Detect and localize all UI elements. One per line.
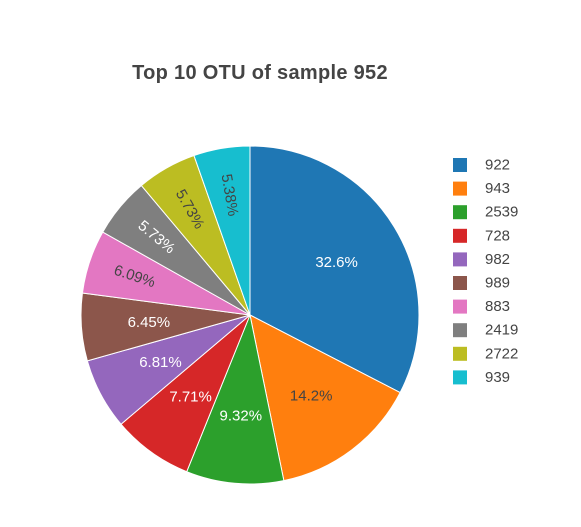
chart-title: Top 10 OTU of sample 952 [132, 62, 388, 84]
pie-slice-922[interactable] [249, 145, 420, 394]
legend-label: 989 [485, 275, 510, 292]
slice-label-728: 7.71% [169, 389, 212, 406]
legend-item-883[interactable]: 883 [453, 298, 510, 315]
slice-label-939: 5.38% [218, 173, 242, 218]
legend-label: 2539 [485, 204, 518, 221]
legend-item-922[interactable]: 922 [453, 157, 510, 174]
legend-swatch [453, 205, 467, 220]
legend-swatch [453, 252, 467, 267]
legend-swatch [453, 181, 467, 196]
legend-item-2419[interactable]: 2419 [453, 322, 518, 339]
legend-label: 2722 [485, 345, 518, 362]
legend-label: 728 [485, 227, 510, 244]
pie-slice-939[interactable] [193, 145, 251, 316]
slice-label-989: 6.45% [128, 314, 171, 331]
legend-swatch [453, 299, 467, 314]
legend-label: 922 [485, 157, 510, 174]
legend-item-989[interactable]: 989 [453, 275, 510, 292]
legend-swatch [453, 346, 467, 361]
legend-item-2722[interactable]: 2722 [453, 345, 518, 362]
legend-label: 943 [485, 180, 510, 197]
legend-item-943[interactable]: 943 [453, 180, 510, 197]
legend-item-2539[interactable]: 2539 [453, 204, 518, 221]
legend-item-982[interactable]: 982 [453, 251, 510, 268]
legend-label: 2419 [485, 322, 518, 339]
slice-label-982: 6.81% [139, 354, 182, 371]
slice-label-943: 14.2% [290, 387, 333, 404]
slice-label-922: 32.6% [315, 254, 358, 271]
pie-slice-2539[interactable] [186, 313, 285, 485]
pie-slices [80, 145, 420, 485]
legend-swatch [453, 323, 467, 338]
legend: 922 943 2539 728 982 989 883 2419 2722 939 [453, 157, 518, 386]
pie-slice-943[interactable] [249, 314, 401, 482]
legend-item-939[interactable]: 939 [453, 369, 510, 386]
legend-swatch [453, 158, 467, 172]
legend-swatch [453, 370, 467, 385]
legend-label: 939 [485, 369, 510, 386]
legend-swatch [453, 228, 467, 243]
legend-label: 883 [485, 298, 510, 315]
legend-item-728[interactable]: 728 [453, 227, 510, 244]
slice-label-2539: 9.32% [220, 407, 263, 424]
legend-swatch [453, 276, 467, 290]
legend-label: 982 [485, 251, 510, 268]
